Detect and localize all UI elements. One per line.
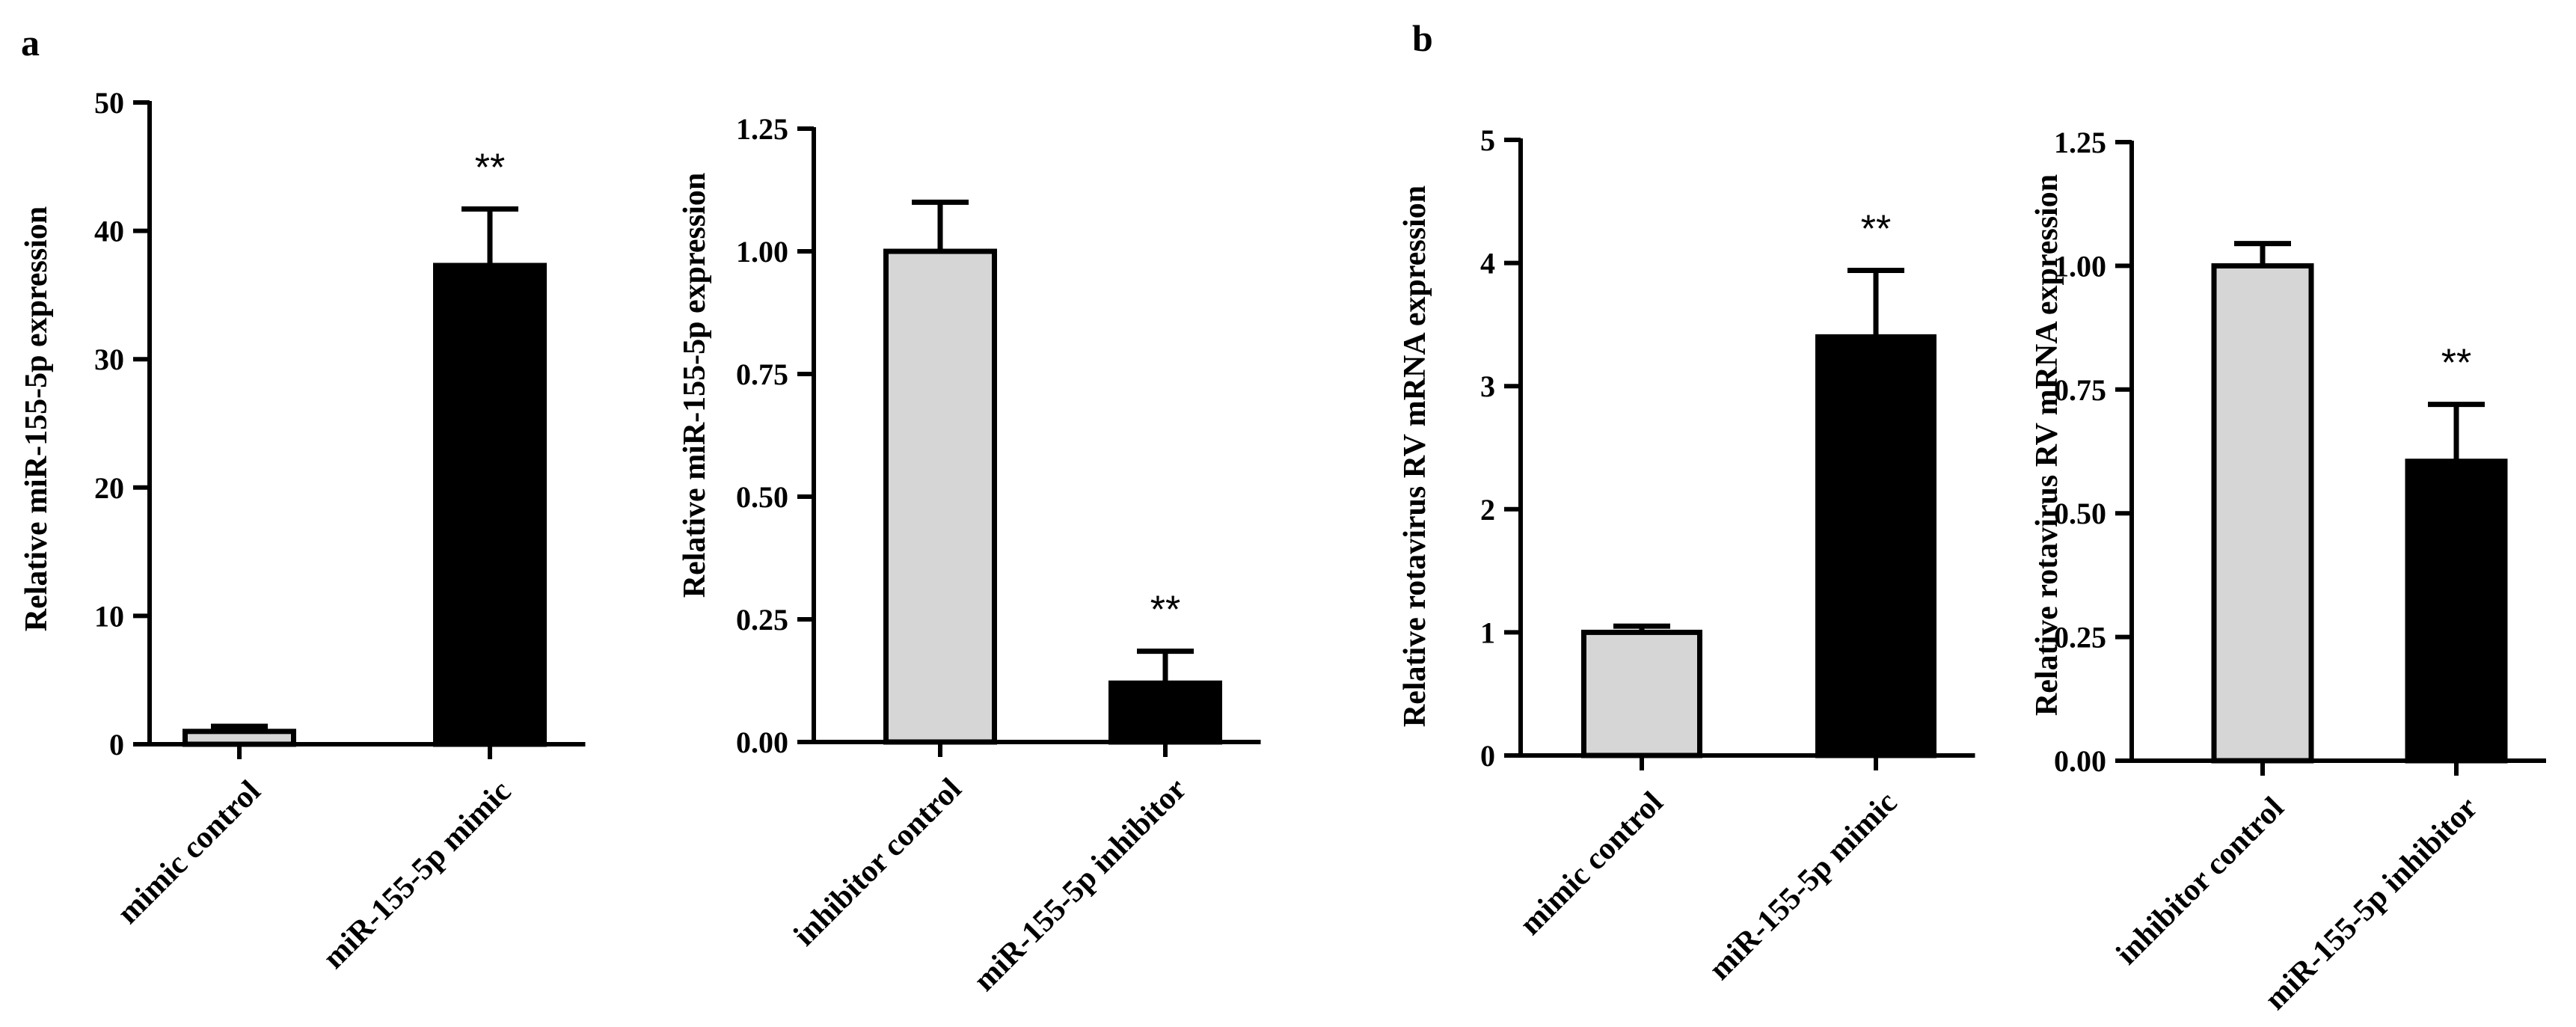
bar-2 [2405,459,2508,764]
y-tick-label-3: 3 [1480,370,1495,403]
y-tick-label-0: 0 [109,728,124,761]
significance-label-2: ** [1861,207,1891,251]
y-tick-label-2: 0.50 [736,480,788,514]
significance-label-2: ** [1150,589,1180,632]
y-tick-label-0: 0.00 [2054,744,2106,778]
bar-2 [1815,334,1936,758]
y-axis-title: Relative miR-155-5p expression [19,206,54,632]
y-axis-title: Relative rotavirus RV mRNA expression [2030,174,2064,716]
chart-rv-mimic: mimic control ** miR-155-5p mimic 0 1 2 3 4 5 Rel… [1398,123,1975,987]
y-axis-title: Relative miR-155-5p expression [678,173,712,598]
chart-miR-155-inhibitor: inhibitor control ** miR-155-5p inhibitor 0… [678,112,1261,998]
y-tick-label-4: 4 [1480,247,1495,280]
y-tick-label-2: 0.50 [2054,497,2106,530]
bar-1 [2211,263,2314,764]
y-tick-label-3: 30 [94,343,124,376]
y-tick-label-4: 1.00 [736,235,788,269]
bar-1 [1581,629,1702,758]
y-tick-label-5: 50 [94,86,124,120]
bar-1 [883,248,997,745]
y-tick-label-0: 0 [1480,739,1495,773]
chart-miR-155-mimic: mimic control ** miR-155-5p mimic 0 10 20 30 40… [19,86,586,975]
y-tick-label-5: 1.25 [736,112,788,146]
y-tick-label-1: 10 [94,599,124,633]
category-label-2: miR-155-5p mimic [316,774,518,975]
significance-label-2: ** [475,146,505,189]
chart-rv-inhibitor: inhibitor control ** miR-155-5p inhibitor 0… [2030,126,2546,1017]
y-tick-label-1: 0.25 [736,603,788,637]
category-label-2: miR-155-5p inhibitor [2258,791,2484,1017]
bar-2 [433,263,547,747]
y-tick-label-2: 2 [1480,493,1495,527]
category-label-1: mimic control [1513,785,1669,942]
y-tick-label-0: 0.00 [736,726,788,759]
bar-2 [1108,680,1222,745]
significance-label-2: ** [2441,342,2471,385]
category-label-1: mimic control [111,774,267,931]
y-tick-label-5: 1.25 [2054,126,2106,159]
y-tick-label-2: 20 [94,471,124,505]
category-label-2: miR-155-5p mimic [1702,785,1904,987]
panel-label-b: b [1412,17,1433,59]
y-tick-label-1: 0.25 [2054,621,2106,654]
y-tick-label-5: 5 [1480,123,1495,157]
category-label-1: inhibitor control [788,772,969,953]
y-tick-label-4: 1.00 [2054,249,2106,283]
y-tick-label-3: 0.75 [736,358,788,391]
y-tick-label-4: 40 [94,215,124,248]
panel-label-a: a [21,22,40,64]
y-axis-title: Relative rotavirus RV mRNA expression [1398,186,1432,727]
y-tick-label-1: 1 [1480,616,1495,649]
category-label-2: miR-155-5p inhibitor [967,772,1193,998]
category-label-1: inhibitor control [2110,791,2291,972]
y-tick-label-3: 0.75 [2054,373,2106,407]
